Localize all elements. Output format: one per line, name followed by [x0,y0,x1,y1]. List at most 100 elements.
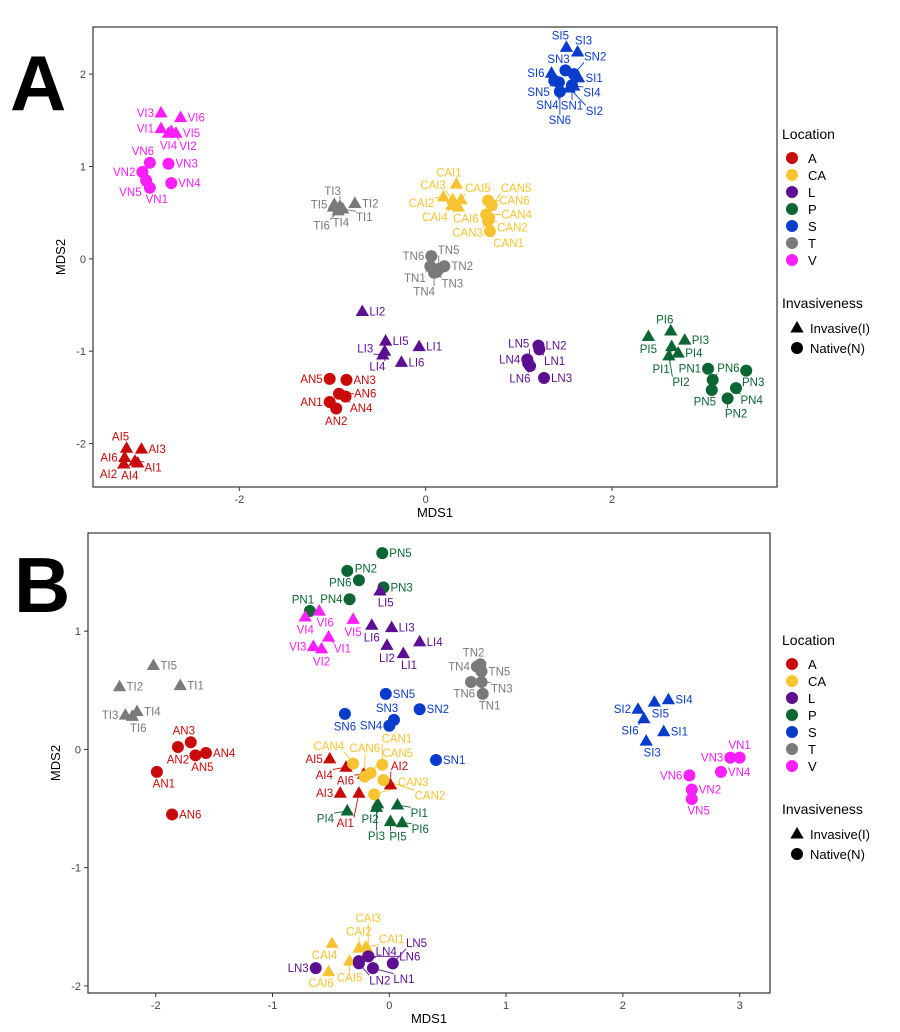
point-VN3 [724,751,737,764]
point-label-SI1: SI1 [586,73,603,85]
point-label-VI3: VI3 [289,641,306,653]
y-tick-label: 1 [80,161,86,173]
point-SN4 [383,719,396,732]
legend-key-S [786,220,798,232]
point-label-PI6: PI6 [412,824,429,836]
point-label-CAN2: CAN2 [415,791,446,803]
point-label-CAI3: CAI3 [420,180,446,192]
point-label-PI1: PI1 [411,808,428,820]
point-label-TI4: TI4 [144,707,161,719]
point-VI4 [298,609,312,622]
point-label-TI2: TI2 [362,198,379,210]
point-label-LI4: LI4 [427,637,444,649]
point-label-PN1: PN1 [292,594,314,606]
legend-key-CA [786,169,798,181]
point-LN2 [352,957,365,970]
point-LN5 [524,359,537,372]
point-label-PN4: PN4 [740,395,763,407]
point-label-CAI6: CAI6 [453,214,479,226]
point-PN4 [729,382,742,395]
points [117,40,753,469]
point-label-VN5: VN5 [688,806,710,818]
legend-key-V [786,254,798,266]
y-tick-label: -1 [76,346,86,358]
point-label-PN2: PN2 [725,409,747,421]
point-label-LI2: LI2 [369,306,385,318]
point-SI5 [559,40,574,52]
legend-label-CA: CA [808,674,826,689]
point-label-LI6: LI6 [364,633,380,645]
legend-label-invasiveness: Invasive(I) [810,321,870,336]
plot-frame [92,26,778,488]
point-label-SN6: SN6 [549,115,571,127]
panel-letter: B [14,541,70,629]
point-PN2 [721,392,734,405]
point-TN6 [425,250,438,263]
point-label-SI2: SI2 [586,106,603,118]
point-label-LI1: LI1 [426,342,442,354]
point-SI4 [661,692,676,705]
point-PI3 [678,333,692,345]
legend-circle-icon [791,342,803,354]
point-AN1 [150,765,163,778]
point-SN2 [567,68,580,81]
y-tick-label: -2 [76,439,86,451]
point-label-SI3: SI3 [644,748,661,760]
point-TI2 [112,679,127,692]
legend-key-P [786,203,798,215]
point-PI3 [369,800,384,812]
point-CAI1 [449,177,464,189]
legend-label-A: A [808,151,817,166]
point-PI5 [641,329,656,341]
point-CAI2 [436,189,451,202]
point-label-CAI2: CAI2 [346,927,372,939]
point-PI2 [662,348,676,361]
point-AI3 [134,442,149,454]
point-label-SI5: SI5 [652,709,669,721]
legend-label-V: V [808,759,817,774]
point-label-VN5: VN5 [119,187,141,199]
legend-label-A: A [808,657,817,672]
point-label-VN3: VN3 [701,753,723,765]
point-PN5 [705,384,718,397]
legend-label-invasiveness: Native(N) [810,847,865,862]
point-LN5 [386,957,399,970]
point-label-PN5: PN5 [389,548,411,560]
legend-label-L: L [808,185,815,200]
point-label-LI4: LI4 [369,361,386,373]
point-label-SN6: SN6 [334,721,356,733]
point-label-TN1: TN1 [404,273,426,285]
point-TN3 [475,675,488,688]
point-label-AI3: AI3 [148,444,165,456]
plot-frame [87,532,771,994]
point-label-CAN6: CAN6 [349,743,380,755]
point-label-CAI5: CAI5 [465,183,491,195]
point-AI5 [323,751,337,764]
x-tick-label: -1 [268,1000,278,1012]
legend-key-L [786,692,798,704]
point-VN5 [685,793,698,806]
point-VI3 [154,105,168,118]
point-PI1 [665,339,679,352]
point-label-AI1: AI1 [337,818,354,830]
point-label-TI3: TI3 [324,186,341,198]
point-label-VI6: VI6 [317,618,334,630]
point-TI6 [125,709,140,721]
point-label-AI6: AI6 [337,776,354,788]
point-label-CAN4: CAN4 [501,209,532,221]
point-label-TI6: TI6 [130,723,147,735]
point-label-CAN4: CAN4 [313,741,344,753]
point-label-VI2: VI2 [179,141,196,153]
point-label-TN1: TN1 [479,700,501,712]
point-PN5 [376,547,389,560]
point-label-PN3: PN3 [742,377,764,389]
point-AI2 [383,777,398,790]
point-TI1 [173,678,187,691]
point-PI4 [340,803,354,816]
point-label-PI6: PI6 [656,314,673,326]
point-label-PI4: PI4 [317,814,335,826]
point-PI4 [671,346,685,358]
y-tick-label: 1 [75,626,81,638]
